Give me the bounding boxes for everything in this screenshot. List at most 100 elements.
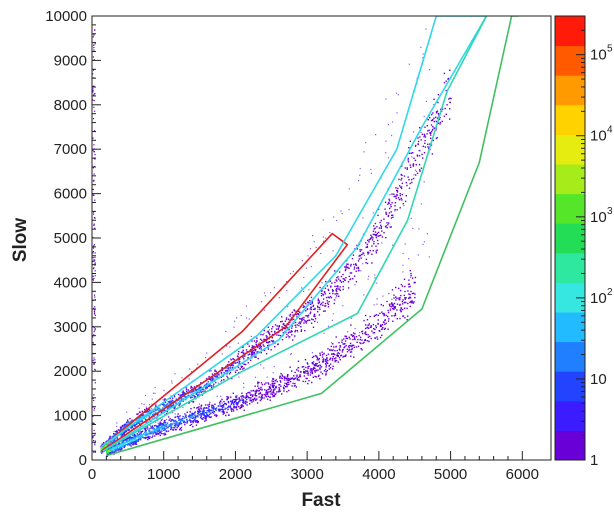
density-point bbox=[288, 378, 290, 380]
density-point bbox=[176, 421, 178, 423]
density-point bbox=[109, 436, 111, 439]
density-point bbox=[228, 373, 231, 375]
density-point bbox=[377, 243, 379, 245]
density-point bbox=[147, 428, 149, 430]
sparse-point bbox=[347, 331, 349, 333]
density-point bbox=[358, 269, 360, 272]
density-point bbox=[408, 179, 410, 181]
density-point bbox=[323, 370, 326, 372]
density-point bbox=[305, 310, 307, 312]
density-point bbox=[307, 372, 310, 374]
density-point bbox=[248, 397, 250, 399]
density-point bbox=[346, 348, 348, 350]
density-point bbox=[300, 329, 303, 331]
density-point bbox=[190, 396, 192, 398]
density-point bbox=[388, 318, 390, 320]
density-point bbox=[208, 408, 210, 411]
density-point bbox=[271, 337, 273, 339]
density-point bbox=[266, 341, 268, 344]
sparse-point bbox=[324, 293, 326, 295]
density-point bbox=[387, 320, 390, 322]
density-point bbox=[400, 308, 402, 310]
density-point bbox=[288, 329, 290, 331]
density-point bbox=[396, 190, 399, 192]
density-point bbox=[215, 409, 217, 411]
density-point bbox=[253, 340, 256, 342]
density-point bbox=[196, 421, 199, 423]
axis-point bbox=[93, 259, 95, 261]
sparse-point bbox=[362, 263, 364, 265]
density-point bbox=[195, 424, 198, 426]
density-point bbox=[344, 340, 347, 342]
density-point bbox=[171, 404, 174, 407]
density-point bbox=[392, 320, 394, 322]
density-point bbox=[285, 377, 288, 379]
density-point bbox=[388, 198, 390, 200]
density-point bbox=[181, 419, 183, 421]
density-point bbox=[437, 101, 439, 104]
density-point bbox=[418, 163, 421, 166]
density-point bbox=[232, 410, 235, 412]
sparse-point bbox=[388, 292, 390, 295]
density-point bbox=[224, 403, 226, 405]
density-point bbox=[383, 312, 385, 315]
density-point bbox=[241, 346, 244, 348]
density-point bbox=[416, 172, 419, 174]
density-point bbox=[208, 411, 210, 413]
density-point bbox=[419, 149, 421, 152]
density-point bbox=[200, 391, 202, 393]
sparse-point bbox=[403, 205, 405, 207]
density-point bbox=[281, 377, 284, 380]
density-point bbox=[255, 399, 257, 401]
density-point bbox=[261, 383, 264, 386]
sparse-point bbox=[415, 9, 416, 10]
density-point bbox=[273, 395, 276, 397]
axis-point bbox=[92, 36, 94, 38]
sparse-point bbox=[278, 297, 280, 299]
density-point bbox=[392, 214, 394, 216]
density-point bbox=[127, 442, 129, 444]
density-point bbox=[176, 415, 179, 418]
density-point bbox=[391, 303, 394, 305]
density-point bbox=[439, 123, 441, 125]
density-point bbox=[252, 390, 254, 392]
density-point bbox=[239, 368, 241, 370]
density-point bbox=[246, 351, 248, 353]
sparse-point bbox=[423, 115, 425, 117]
axes: 0 1000 2000 3000 4000 5000 6000010002000300040… bbox=[45, 8, 539, 483]
density-point bbox=[270, 393, 272, 395]
density-point bbox=[380, 234, 382, 236]
density-point bbox=[121, 444, 124, 446]
density-point bbox=[445, 113, 447, 115]
density-point bbox=[210, 385, 212, 387]
density-point bbox=[182, 400, 184, 402]
density-point bbox=[424, 139, 426, 142]
density-point bbox=[349, 272, 352, 274]
density-point bbox=[307, 301, 309, 303]
density-point bbox=[193, 390, 195, 392]
density-point bbox=[336, 353, 339, 355]
density-point bbox=[294, 382, 296, 385]
density-point bbox=[343, 346, 345, 349]
density-point bbox=[407, 159, 409, 161]
density-point bbox=[307, 382, 309, 385]
sparse-point bbox=[332, 313, 334, 315]
density-point bbox=[356, 267, 358, 269]
density-point bbox=[307, 366, 309, 368]
y-tick-label: 5000 bbox=[54, 230, 87, 247]
density-point bbox=[395, 286, 397, 289]
density-point bbox=[430, 144, 433, 146]
density-point bbox=[170, 422, 172, 425]
axis-point bbox=[93, 294, 96, 296]
density-point bbox=[251, 352, 253, 354]
density-point bbox=[191, 412, 193, 415]
density-point bbox=[245, 363, 247, 366]
density-point bbox=[401, 308, 404, 311]
density-point bbox=[400, 187, 403, 190]
density-point bbox=[411, 178, 413, 181]
density-point bbox=[254, 385, 256, 387]
density-point bbox=[278, 390, 280, 393]
density-point bbox=[256, 351, 258, 353]
density-point bbox=[142, 415, 144, 417]
density-point bbox=[310, 372, 312, 374]
